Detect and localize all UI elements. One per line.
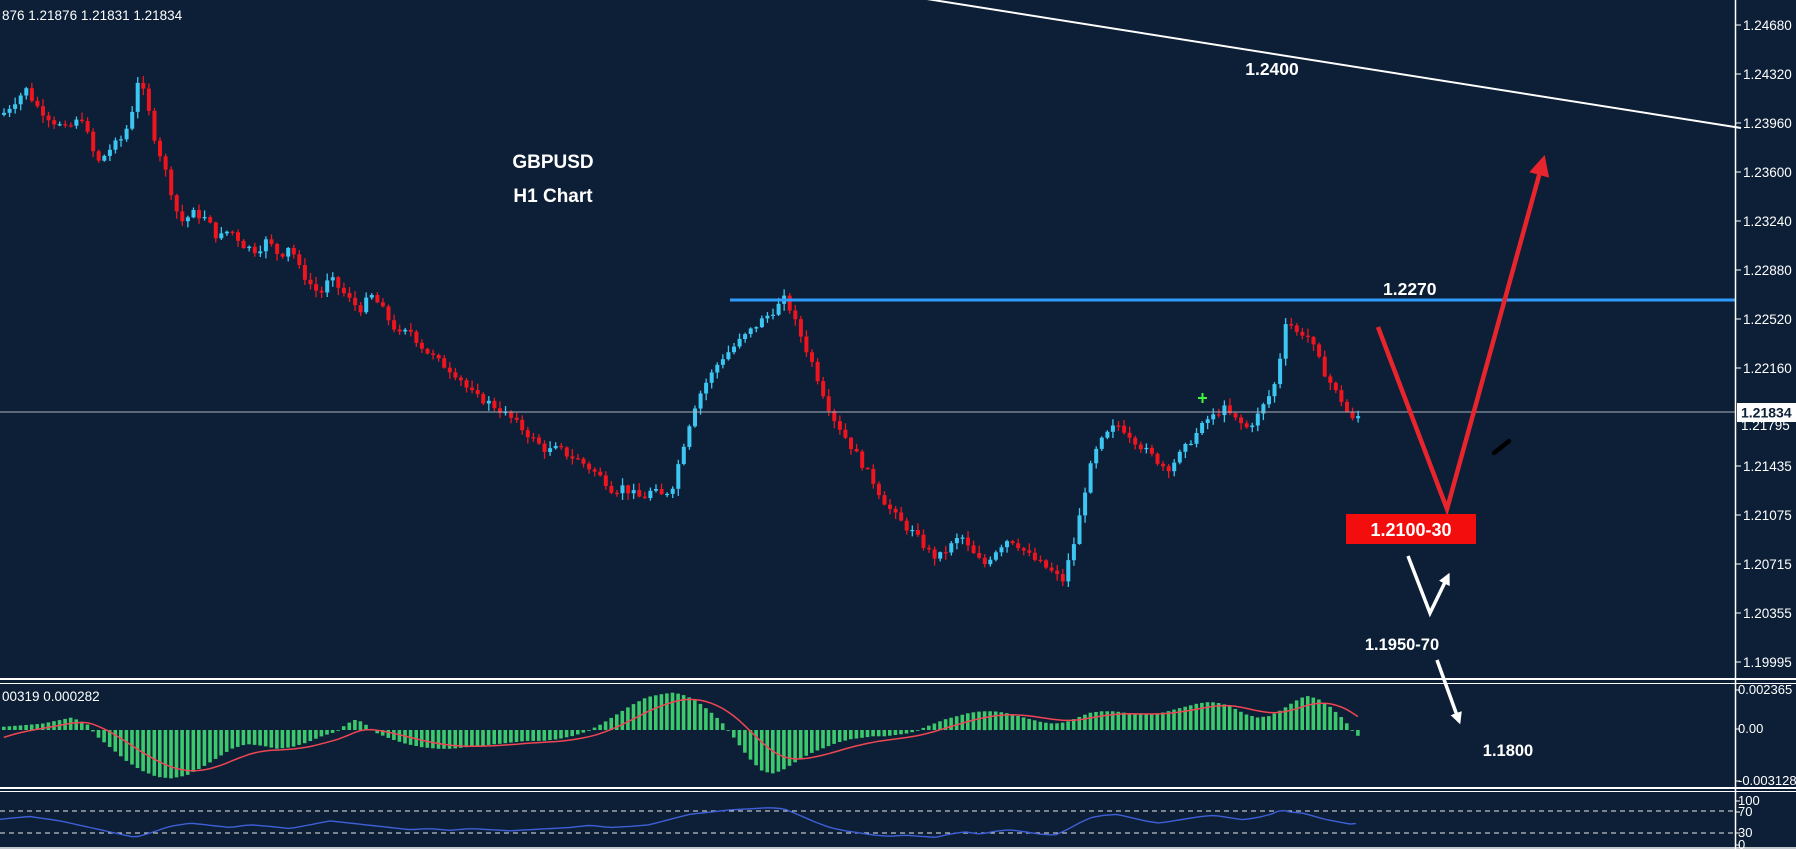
symbol-title[interactable]: GBPUSD <box>512 152 593 173</box>
support-zone-badge[interactable]: 1.2100-30 <box>1346 514 1476 544</box>
red-projection-arrow[interactable] <box>1375 155 1550 517</box>
current-price-badge: 1.21834 <box>1737 403 1796 422</box>
signal-cross-marker <box>1198 393 1207 403</box>
indicator-axis-label: 0.00 <box>1738 721 1763 736</box>
current-price-value: 1.21834 <box>1741 405 1792 421</box>
indicator-axis-label: -0.003128 <box>1738 773 1796 788</box>
indicator-axis-label: 100 <box>1738 793 1760 808</box>
macd-indicator-panel <box>2 692 1360 779</box>
target2-label[interactable]: 1.1800 <box>1483 742 1533 760</box>
price-axis-label: 1.21075 <box>1743 508 1792 523</box>
price-axis-label: 1.22880 <box>1743 263 1792 278</box>
price-axis-label: 1.19995 <box>1743 655 1792 670</box>
price-axis-label: 1.23960 <box>1743 116 1792 131</box>
price-axis-label: 1.22160 <box>1743 361 1792 376</box>
support-zone-badge-label: 1.2100-30 <box>1370 520 1451 540</box>
descending-trendline[interactable] <box>908 0 1742 129</box>
price-axis-label: 1.21435 <box>1743 459 1792 474</box>
trendline-price-label[interactable]: 1.2400 <box>1245 59 1299 79</box>
price-axis-label: 1.22520 <box>1743 312 1792 327</box>
price-axis-labels: 1.24680 1.24320 1.23960 1.23600 1.23240 1.228… <box>1736 18 1792 670</box>
price-axis-label: 1.23240 <box>1743 214 1792 229</box>
white-down-arrow[interactable] <box>1435 659 1462 725</box>
indicator-axis-label: 70 <box>1738 804 1752 819</box>
price-axis-label: 1.24320 <box>1743 67 1792 82</box>
white-bounce-arrow[interactable] <box>1406 555 1450 618</box>
ohlc-info-text: 876 1.21876 1.21831 1.21834 <box>2 8 183 23</box>
oscillator-panel <box>0 807 1735 838</box>
price-axis-label: 1.24680 <box>1743 18 1792 33</box>
resistance-price-label[interactable]: 1.2270 <box>1383 279 1437 299</box>
indicator-axis-label: 0.002365 <box>1738 682 1792 697</box>
indicator-axis-label: 30 <box>1738 825 1752 840</box>
timeframe-title[interactable]: H1 Chart <box>513 186 593 207</box>
price-axis-label: 1.20355 <box>1743 606 1792 621</box>
price-axis-label: 1.20715 <box>1743 557 1792 572</box>
target1-label[interactable]: 1.1950-70 <box>1365 636 1439 654</box>
candlestick-series <box>2 75 1361 587</box>
macd-info-text: 00319 0.000282 <box>2 689 100 704</box>
cursor-pencil-mark <box>1491 438 1512 456</box>
price-axis-label: 1.23600 <box>1743 165 1792 180</box>
indicator-axis-label: 0 <box>1738 837 1745 849</box>
